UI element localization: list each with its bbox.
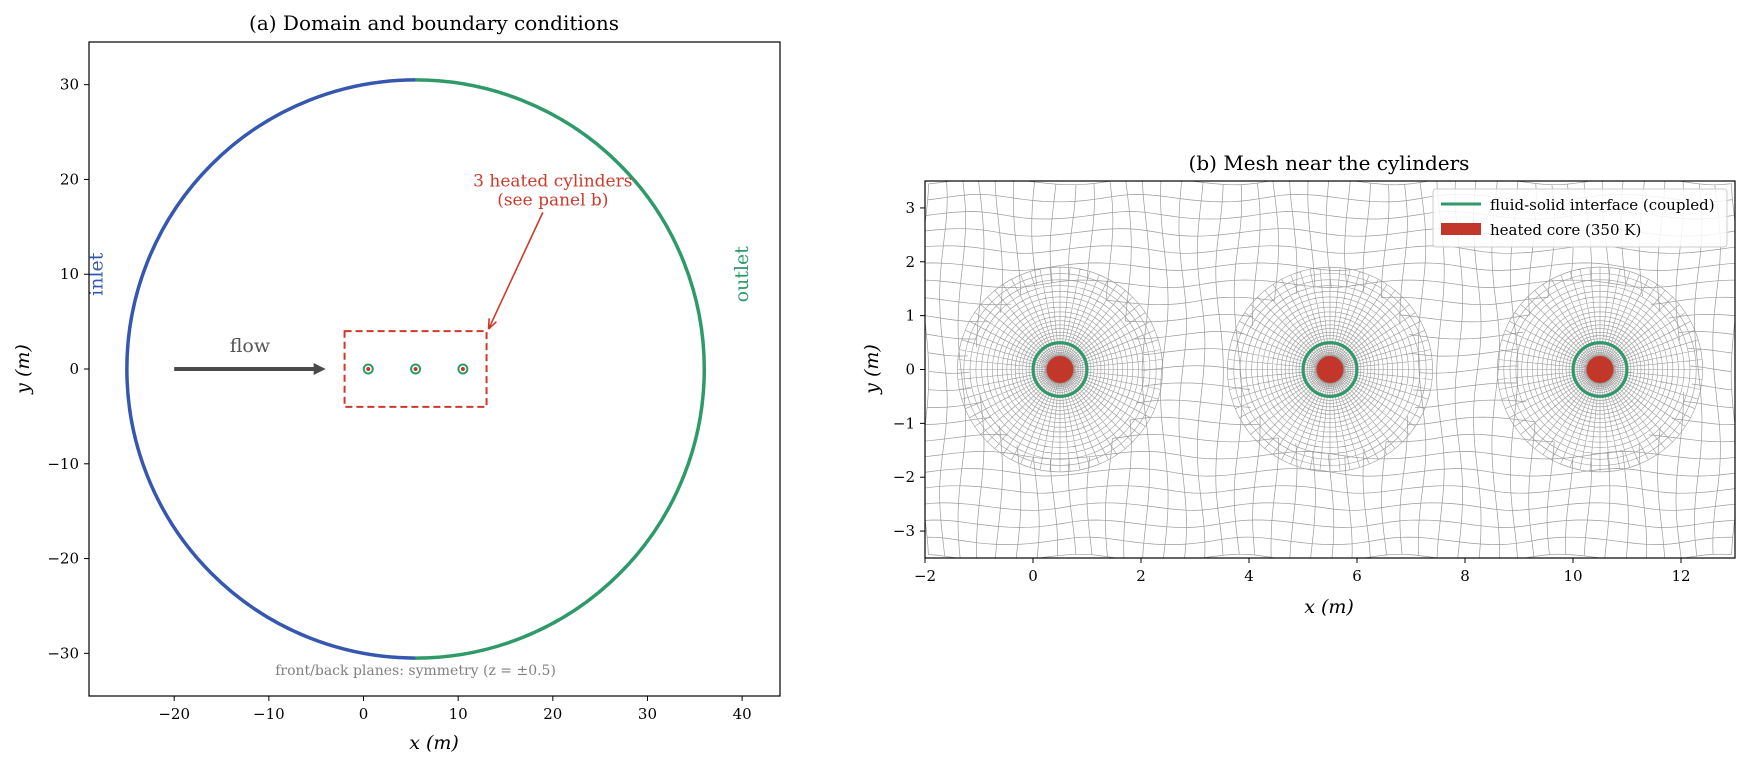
symmetry-note: front/back planes: symmetry (z = ±0.5) xyxy=(275,663,556,679)
panel-b-y-tick-label: 2 xyxy=(905,253,915,271)
panel-b-x-tick-label: 4 xyxy=(1244,567,1254,585)
panel-a-y-tick-label: 10 xyxy=(60,265,79,283)
legend-core-swatch xyxy=(1441,223,1481,235)
panel-b-y-tick-label: −2 xyxy=(893,468,915,486)
fluid-solid-interface-2 xyxy=(1301,341,1359,398)
legend-core-label: heated core (350 K) xyxy=(1490,221,1641,239)
panel-a-x-axis-label: x (m) xyxy=(409,732,459,754)
fluid-solid-interface-3 xyxy=(1571,341,1629,398)
panel-b-x-axis-label: x (m) xyxy=(1304,596,1354,618)
panel-a-y-tick-label: −30 xyxy=(47,644,79,662)
panel-b-x-tick-label: 6 xyxy=(1352,567,1362,585)
panel-b-x-tick-label: 2 xyxy=(1136,567,1146,585)
panel-b-x-tick-label: −2 xyxy=(914,567,936,585)
annotation-arrow xyxy=(487,212,544,330)
heated-core-1 xyxy=(1046,356,1074,383)
panel-a-x-tick-label: −20 xyxy=(158,705,190,723)
cylinder-core-marker-3 xyxy=(460,367,465,371)
legend-interface-label: fluid-solid interface (coupled) xyxy=(1490,196,1715,214)
panel-b-legend: fluid-solid interface (coupled) heated c… xyxy=(1432,188,1728,248)
panel-a-y-tick-label: 20 xyxy=(60,170,79,188)
panel-b-y-tick-label: 0 xyxy=(905,361,915,379)
panel-b-x-tick-label: 0 xyxy=(1028,567,1038,585)
outlet-label: outlet xyxy=(731,246,753,303)
panel-b: (b) Mesh near the cylinders −2 0 2 4 6 8 10 12−… xyxy=(861,151,1736,618)
legend-frame xyxy=(1432,188,1728,248)
panel-b-title: (b) Mesh near the cylinders xyxy=(1189,151,1470,175)
panel-a-y-tick-label: 0 xyxy=(69,360,79,378)
panel-b-x-tick-label: 12 xyxy=(1671,567,1690,585)
cylinder-marker-3 xyxy=(457,363,469,375)
flow-arrow-head xyxy=(313,363,326,375)
panel-a-x-tick-label: 30 xyxy=(638,705,657,723)
inlet-boundary xyxy=(125,78,416,660)
cylinder-core-marker-2 xyxy=(413,367,418,371)
panel-b-y-tick-label: −3 xyxy=(893,522,915,540)
panel-a-y-tick-label: −10 xyxy=(47,455,79,473)
cylinders-highlight-box xyxy=(343,330,488,408)
panel-a: (a) Domain and boundary conditions inlet… xyxy=(12,11,781,754)
panel-b-x-tick-label: 8 xyxy=(1460,567,1470,585)
panel-a-x-tick-label: 10 xyxy=(449,705,468,723)
heated-core-2 xyxy=(1316,356,1344,383)
annotation-text: 3 heated cylinders xyxy=(473,171,632,191)
panel-a-x-tick-label: 40 xyxy=(733,705,752,723)
panel-a-plot-area: inlet outlet flow 3 heated cylinders(see pa… xyxy=(85,78,753,679)
panel-b-plot-area xyxy=(1031,341,1629,398)
panel-a-title: (a) Domain and boundary conditions xyxy=(249,11,619,35)
cylinder-core-marker-1 xyxy=(366,367,371,371)
panel-a-y-tick-label: 30 xyxy=(60,76,79,94)
panel-a-x-tick-label: 20 xyxy=(543,705,562,723)
cylinder-marker-2 xyxy=(410,363,422,375)
panel-a-y-axis-label: y (m) xyxy=(12,344,34,395)
panel-a-axes: −20 −10 0 10 20 30 40 −30 −20 −10 0 10 20 30 xyxy=(47,41,781,723)
fluid-solid-interface-1 xyxy=(1031,341,1089,398)
panel-a-x-tick-label: 0 xyxy=(359,705,369,723)
panel-b-y-axis-label: y (m) xyxy=(861,344,883,395)
inlet-label: inlet xyxy=(85,252,107,296)
panel-b-y-tick-label: 1 xyxy=(905,307,915,325)
flow-label: flow xyxy=(230,335,271,357)
cylinder-marker-1 xyxy=(362,363,374,375)
panel-b-y-tick-label: 3 xyxy=(905,199,915,217)
panel-a-y-tick-label: −20 xyxy=(47,550,79,568)
panel-b-x-tick-label: 10 xyxy=(1563,567,1582,585)
heated-core-3 xyxy=(1586,356,1614,383)
panel-b-y-tick-label: −1 xyxy=(893,414,915,432)
annotation-subtext: (see panel b) xyxy=(497,190,608,210)
panel-a-x-tick-label: −10 xyxy=(253,705,285,723)
annotation-arrow-head xyxy=(487,318,497,330)
outlet-boundary xyxy=(415,78,706,660)
